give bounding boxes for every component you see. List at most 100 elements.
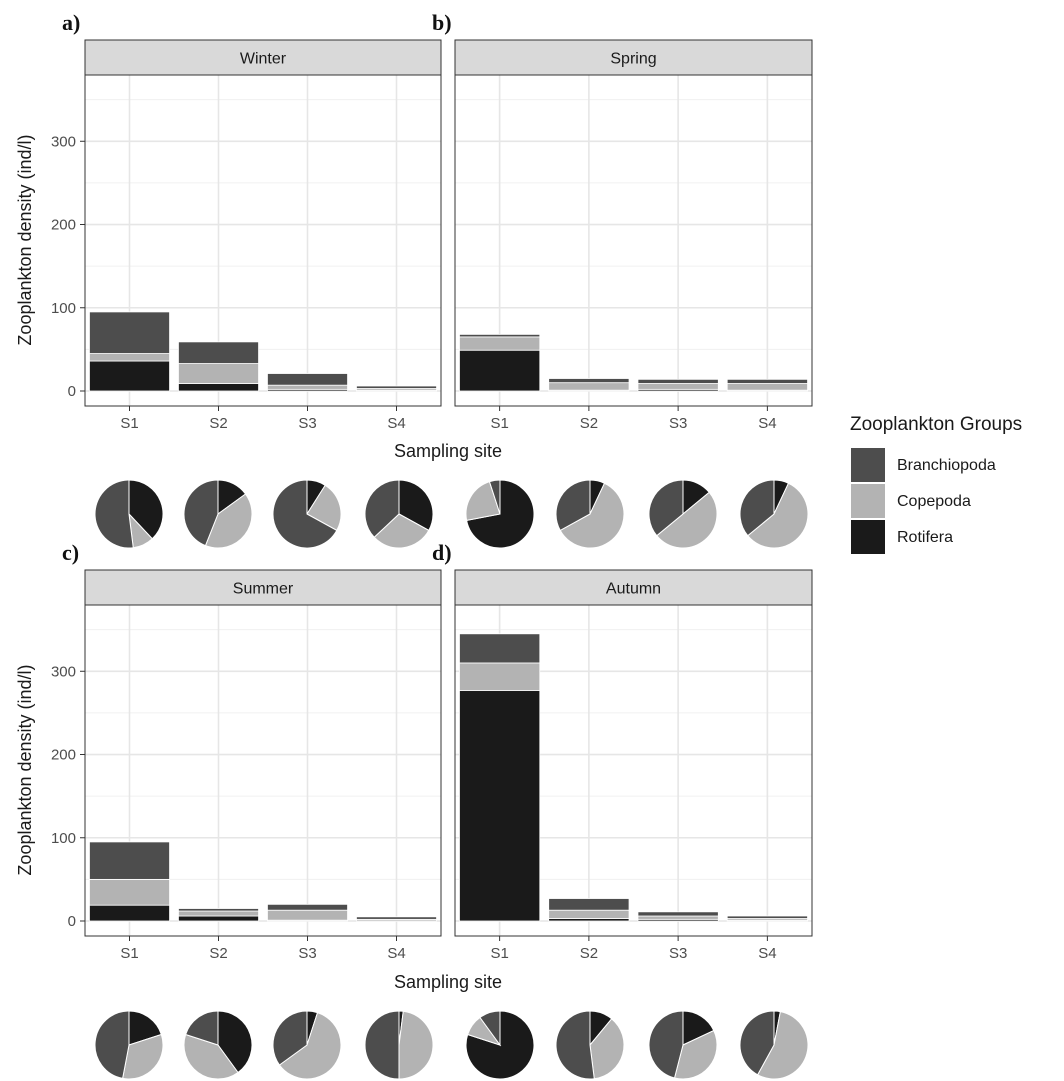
pie-s2 (183, 479, 253, 549)
legend: Zooplankton Groups Branchiopoda Copepoda R… (850, 414, 1022, 554)
x-tick-label: S3 (669, 415, 687, 432)
bar-copepoda-s2 (178, 363, 259, 384)
pie-slice-branchiopoda (479, 1010, 501, 1047)
pie-slice-rotifera (217, 1010, 253, 1074)
bar-branchiopoda-s4 (356, 385, 437, 389)
x-tick-label: S2 (209, 945, 227, 962)
bar-branchiopoda-s3 (637, 911, 719, 917)
pie-slice-copepoda (122, 1033, 164, 1080)
pie-slice-branchiopoda (364, 479, 400, 538)
pie-slice-rotifera (128, 1010, 162, 1046)
bar-branchiopoda-s3 (267, 903, 348, 911)
x-tick-label: S4 (387, 415, 405, 432)
y-tick-label: 200 (51, 747, 76, 764)
panel-autumn: d) Autumn S1 S2 S3 S4 (432, 540, 813, 962)
pie-slice-copepoda (656, 491, 718, 549)
pie-slice-copepoda (756, 1011, 809, 1080)
panel-title: Summer (233, 581, 294, 598)
pie-s3 (272, 1010, 342, 1080)
legend-swatch-copepoda (851, 484, 885, 518)
pie-slice-copepoda (183, 1033, 239, 1080)
pie-s3 (272, 479, 342, 549)
bar-branchiopoda-s1 (89, 311, 170, 354)
pie-slice-rotifera (398, 479, 434, 532)
pie-slice-branchiopoda (94, 1010, 130, 1079)
bar-copepoda-s2 (548, 382, 630, 391)
legend-label-rotifera: Rotifera (897, 529, 953, 546)
pie-slice-branchiopoda (648, 1010, 684, 1079)
pie-slice-branchiopoda (94, 479, 134, 549)
bar-copepoda-s2 (178, 910, 259, 917)
legend-label-branchiopoda: Branchiopoda (897, 457, 996, 474)
bar-copepoda-s4 (726, 383, 808, 391)
x-tick-label: S2 (209, 415, 227, 432)
bar-copepoda-s1 (89, 353, 170, 362)
bar-rotifera-s1 (459, 349, 541, 392)
x-tick-label: S1 (490, 415, 508, 432)
legend-swatch-rotifera (851, 520, 885, 554)
bar-branchiopoda-s2 (178, 341, 259, 364)
pie-s4 (364, 1010, 434, 1080)
panel-label: c) (62, 540, 79, 565)
pie-slice-copepoda (306, 484, 342, 532)
bar-copepoda-s2 (548, 909, 630, 919)
pie-slice-copepoda (373, 513, 430, 549)
bar-rotifera-s1 (89, 360, 170, 392)
bar-branchiopoda-s4 (726, 915, 808, 919)
pie-slice-copepoda (278, 1012, 342, 1080)
panel-title: Autumn (606, 581, 661, 598)
legend-swatch-branchiopoda (851, 448, 885, 482)
pie-s3 (648, 479, 718, 549)
pie-s2 (555, 1010, 625, 1080)
y-axis-title-bottom: Zooplankton density (ind/l) (15, 664, 35, 875)
pie-s1 (465, 479, 535, 549)
pie-s3 (648, 1010, 718, 1080)
panel-label: a) (62, 10, 80, 35)
x-tick-label: S1 (120, 945, 138, 962)
y-tick-label: 200 (51, 217, 76, 234)
x-axis-title-top: Sampling site (394, 441, 502, 461)
pie-slice-branchiopoda (185, 1010, 219, 1046)
bar-copepoda-s1 (459, 336, 541, 351)
bar-copepoda-s3 (637, 915, 719, 920)
panel-border (454, 604, 813, 937)
bar-branchiopoda-s1 (459, 633, 541, 664)
x-tick-label: S4 (758, 945, 776, 962)
bar-rotifera-s1 (89, 904, 170, 922)
pie-slice-rotifera (128, 479, 164, 540)
panel-title: Winter (240, 51, 287, 68)
pie-slice-branchiopoda (739, 1010, 775, 1076)
pie-slice-branchiopoda (488, 479, 501, 515)
pie-s4 (739, 479, 809, 549)
bar-copepoda-s1 (459, 662, 541, 691)
bar-rotifera-s1 (459, 690, 541, 922)
y-tick-label: 0 (68, 383, 76, 400)
pie-slice-copepoda (673, 1029, 718, 1080)
x-tick-label: S4 (758, 415, 776, 432)
x-tick-label: S3 (298, 945, 316, 962)
x-tick-label: S1 (120, 415, 138, 432)
pie-s4 (739, 1010, 809, 1080)
panel-spring: b) Spring S1 S2 S3 S4 (432, 10, 813, 432)
panel-strip (84, 39, 442, 76)
pie-s1 (94, 1010, 164, 1080)
bar-copepoda-s3 (267, 384, 348, 390)
bar-branchiopoda-s3 (267, 373, 348, 386)
panel-border (84, 604, 442, 937)
bar-rotifera-s2 (178, 383, 259, 392)
y-tick-label: 300 (51, 133, 76, 150)
pie-slice-branchiopoda (739, 479, 775, 537)
bar-branchiopoda-s4 (356, 916, 437, 920)
panel-title: Spring (610, 51, 656, 68)
bar-copepoda-s1 (89, 878, 170, 906)
pie-s4 (364, 479, 434, 549)
y-tick-label: 300 (51, 663, 76, 680)
pie-slice-branchiopoda (648, 479, 684, 537)
x-tick-label: S3 (298, 415, 316, 432)
bar-branchiopoda-s2 (548, 898, 630, 911)
bar-copepoda-s3 (637, 383, 719, 390)
x-tick-label: S2 (580, 415, 598, 432)
legend-label-copepoda: Copepoda (897, 493, 971, 510)
y-tick-label: 100 (51, 300, 76, 317)
